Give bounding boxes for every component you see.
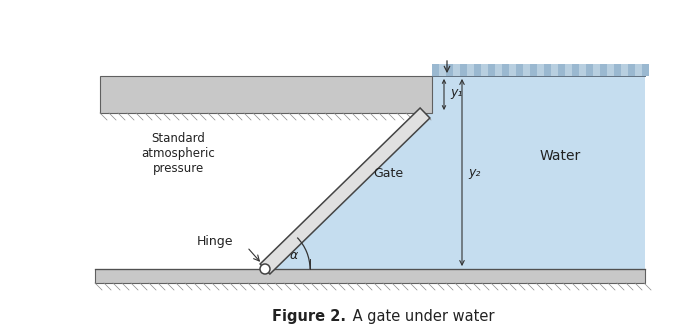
Bar [593, 64, 600, 76]
Bar [544, 64, 551, 76]
Bar [558, 64, 565, 76]
Bar [481, 64, 488, 76]
Bar [579, 64, 586, 76]
Bar [600, 64, 607, 76]
Text: Gate: Gate [373, 166, 403, 179]
Bar [551, 64, 558, 76]
Text: Standard
atmospheric
pressure: Standard atmospheric pressure [141, 131, 215, 174]
Text: A gate under water: A gate under water [348, 309, 494, 324]
Polygon shape [265, 76, 645, 269]
Bar [586, 64, 593, 76]
Circle shape [260, 264, 270, 274]
Bar [635, 64, 642, 76]
Bar [537, 64, 544, 76]
Text: Hinge: Hinge [197, 234, 234, 248]
Bar [467, 64, 474, 76]
Bar [95, 269, 645, 283]
Bar [460, 64, 467, 76]
Text: y₁: y₁ [450, 86, 462, 99]
Bar [530, 64, 537, 76]
Bar [565, 64, 572, 76]
Text: y₂: y₂ [468, 166, 480, 179]
Text: α: α [289, 249, 297, 262]
Bar [488, 64, 495, 76]
Bar [516, 64, 523, 76]
Text: Water: Water [539, 149, 580, 163]
Polygon shape [260, 108, 430, 274]
Bar [502, 64, 509, 76]
Bar [614, 64, 621, 76]
Bar [621, 64, 628, 76]
Bar [453, 64, 460, 76]
Bar [439, 64, 446, 76]
Bar [628, 64, 635, 76]
Bar [474, 64, 481, 76]
Bar [495, 64, 502, 76]
Bar [523, 64, 530, 76]
Bar [432, 64, 439, 76]
Bar [572, 64, 579, 76]
Bar [446, 64, 453, 76]
Bar [607, 64, 614, 76]
Bar [642, 64, 649, 76]
Bar [100, 76, 432, 113]
Text: Figure 2.: Figure 2. [272, 309, 345, 324]
Bar [509, 64, 516, 76]
